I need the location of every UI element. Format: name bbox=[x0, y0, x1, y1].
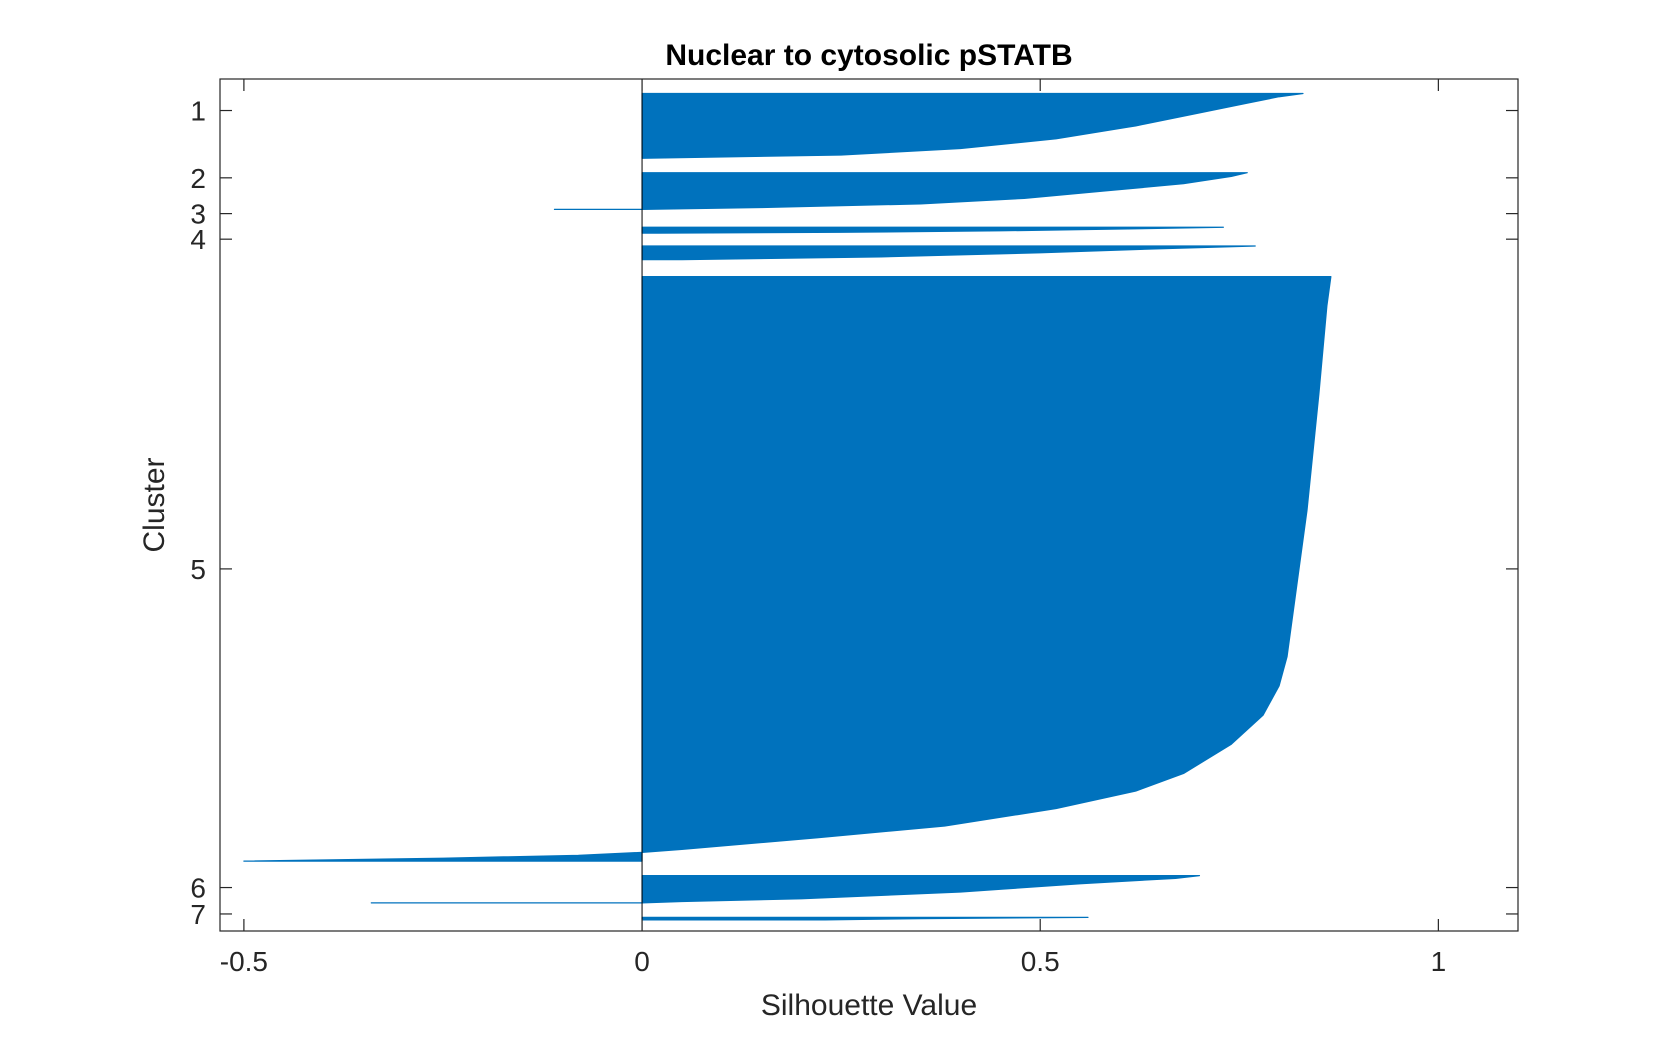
chart-title: Nuclear to cytosolic pSTATB bbox=[665, 39, 1072, 72]
x-tick-label: 0.5 bbox=[1021, 946, 1060, 977]
cluster-1-silhouette bbox=[641, 92, 1304, 159]
y-tick-label-cluster-1: 1 bbox=[190, 96, 206, 127]
x-tick-label: 1 bbox=[1431, 946, 1447, 977]
cluster-2-silhouette bbox=[553, 172, 1248, 210]
cluster-4-silhouette bbox=[641, 245, 1256, 261]
plot-frame bbox=[219, 78, 1519, 932]
x-tick-label: 0 bbox=[634, 946, 650, 977]
cluster-3-silhouette bbox=[641, 226, 1224, 234]
y-axis-label: Cluster bbox=[138, 457, 171, 552]
y-tick-label-cluster-7: 7 bbox=[190, 899, 206, 930]
y-tick-label-cluster-5: 5 bbox=[190, 554, 206, 585]
y-axis: 1 2 34 5 67 bbox=[190, 96, 1518, 930]
x-axis-label: Silhouette Value bbox=[761, 989, 977, 1022]
x-axis: -0.5 0 0.5 1 bbox=[220, 79, 1446, 977]
y-tick-label-cluster-4: 4 bbox=[190, 224, 206, 255]
x-tick-label: -0.5 bbox=[220, 946, 268, 977]
cluster-5-silhouette bbox=[243, 276, 1332, 862]
clusters-layer bbox=[243, 92, 1332, 921]
cluster-6-silhouette bbox=[370, 875, 1201, 904]
y-tick-label-cluster-3: 3 bbox=[190, 199, 206, 230]
y-tick-label-cluster-2: 2 bbox=[190, 163, 206, 194]
y-tick-label-cluster-6: 6 bbox=[190, 873, 206, 904]
